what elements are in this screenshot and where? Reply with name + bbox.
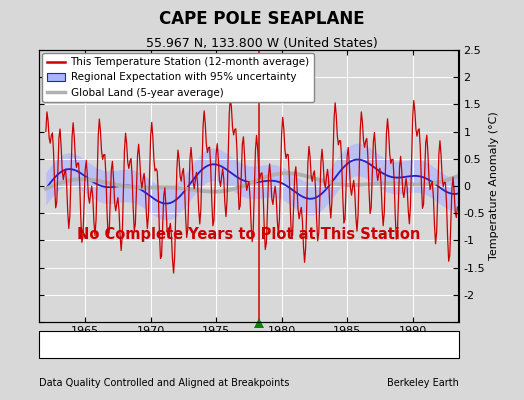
Legend: This Temperature Station (12-month average), Regional Expectation with 95% uncer: This Temperature Station (12-month avera… [42, 53, 314, 102]
Text: ▼: ▼ [217, 340, 226, 350]
Text: ◆: ◆ [45, 340, 53, 350]
Text: ■: ■ [338, 340, 348, 350]
Text: Station Move: Station Move [59, 340, 123, 350]
Text: ▲: ▲ [134, 340, 142, 350]
Text: Time of Obs. Change: Time of Obs. Change [232, 340, 334, 350]
Text: CAPE POLE SEAPLANE: CAPE POLE SEAPLANE [159, 10, 365, 28]
Y-axis label: Temperature Anomaly (°C): Temperature Anomaly (°C) [489, 112, 499, 260]
Text: 55.967 N, 133.800 W (United States): 55.967 N, 133.800 W (United States) [146, 37, 378, 50]
Text: Berkeley Earth: Berkeley Earth [387, 378, 458, 388]
Text: Empirical Break: Empirical Break [353, 340, 429, 350]
Text: Data Quality Controlled and Aligned at Breakpoints: Data Quality Controlled and Aligned at B… [39, 378, 290, 388]
Text: Record Gap: Record Gap [148, 340, 205, 350]
Text: No Complete Years to Plot at This Station: No Complete Years to Plot at This Statio… [77, 228, 421, 242]
